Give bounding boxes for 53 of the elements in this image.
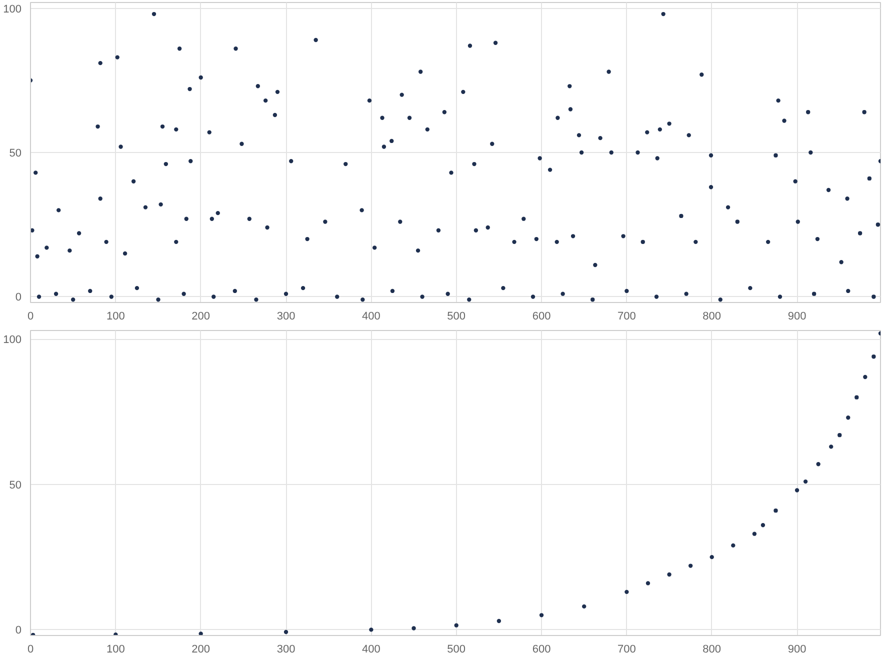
point [198, 632, 203, 636]
point [688, 564, 693, 568]
x-tick-label: 0 [27, 644, 34, 655]
x-tick-label: 100 [106, 644, 125, 655]
y-tick-label: 0 [15, 292, 22, 304]
y-tick-label: 100 [3, 3, 22, 16]
point [114, 632, 118, 636]
point [774, 508, 778, 513]
point [872, 354, 876, 359]
point [846, 416, 850, 420]
point [624, 590, 629, 594]
y-tick-label: 0 [15, 624, 22, 637]
y-tick-label: 100 [3, 334, 22, 346]
point [838, 432, 842, 438]
x-tick-label: 900 [788, 644, 806, 655]
point [454, 623, 458, 628]
x-tick-label: 600 [532, 644, 551, 655]
point [816, 462, 820, 466]
point [539, 613, 544, 618]
x-tick-label: 900 [788, 310, 806, 322]
x-tick-label: 800 [702, 644, 722, 655]
x-tick-label: 600 [532, 310, 551, 322]
point [794, 488, 800, 492]
point [854, 395, 859, 400]
x-tick-label: 200 [192, 310, 210, 322]
y-tick-label: 50 [9, 148, 22, 160]
x-tick-label: 700 [618, 644, 636, 655]
x-tick-label: 400 [362, 310, 380, 322]
point [760, 523, 766, 528]
point [803, 479, 808, 484]
x-tick-label: 700 [618, 310, 636, 322]
point [863, 374, 868, 380]
point [496, 618, 502, 624]
x-tick-label: 500 [447, 644, 466, 655]
point [731, 543, 736, 548]
x-tick-label: 300 [276, 644, 296, 655]
x-tick-label: 400 [362, 644, 380, 655]
point [667, 572, 672, 577]
y-tick-label: 50 [9, 479, 22, 492]
x-tick-label: 100 [106, 310, 125, 322]
x-tick-label: 300 [276, 310, 296, 322]
point [369, 628, 374, 632]
point [412, 626, 416, 630]
point [582, 604, 586, 609]
x-tick-label: 200 [192, 644, 210, 655]
x-tick-label: 800 [702, 310, 722, 322]
x-tick-label: 500 [447, 310, 466, 322]
point [710, 554, 714, 560]
point [284, 630, 288, 634]
point [752, 532, 757, 536]
point [829, 444, 834, 449]
x-tick-label: 0 [27, 310, 34, 322]
point [646, 581, 650, 586]
